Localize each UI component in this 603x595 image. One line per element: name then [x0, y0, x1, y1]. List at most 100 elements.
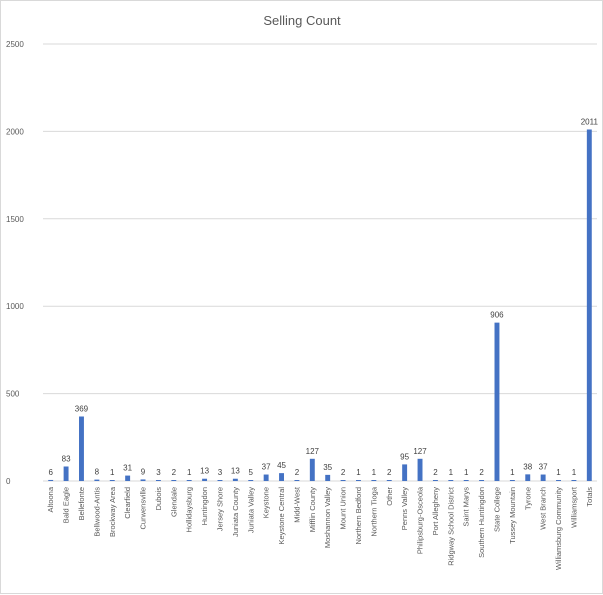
category-label: Penns Valley	[400, 487, 409, 530]
category-label: Williamsport	[569, 486, 578, 528]
data-label: 37	[539, 463, 548, 472]
bar	[540, 474, 546, 481]
data-label: 37	[262, 463, 271, 472]
category-label: Northern Bedford	[354, 487, 363, 545]
data-label: 1	[464, 468, 469, 477]
data-label: 31	[123, 464, 132, 473]
bar	[155, 480, 161, 481]
data-label: 3	[156, 468, 161, 477]
category-label: Mifflin County	[308, 487, 317, 533]
bar	[525, 474, 531, 481]
category-label: Hollidaysburg	[185, 487, 194, 532]
bar	[232, 478, 238, 481]
category-label: Tussey Mountain	[508, 487, 517, 544]
data-label: 35	[323, 463, 332, 472]
bar	[63, 466, 69, 481]
data-label: 8	[95, 468, 100, 477]
bar	[186, 480, 192, 481]
data-label: 2	[341, 468, 346, 477]
bar	[294, 480, 300, 481]
bar	[402, 464, 408, 481]
y-tick-label: 1000	[6, 302, 24, 311]
bar	[371, 480, 377, 481]
data-label: 1	[110, 468, 115, 477]
data-label: 3	[218, 468, 223, 477]
chart-title: Selling Count	[263, 13, 341, 28]
bar	[571, 480, 577, 481]
bar	[448, 480, 454, 481]
bar	[556, 480, 561, 481]
data-label: 13	[231, 467, 240, 476]
bar	[263, 474, 269, 481]
data-label: 906	[490, 311, 504, 320]
gridlines	[43, 43, 597, 482]
y-tick-label: 0	[6, 477, 11, 486]
bar	[509, 480, 515, 481]
data-label: 1	[372, 468, 377, 477]
data-label: 13	[200, 467, 209, 476]
category-label: Southern Huntingdon	[477, 487, 486, 558]
category-label: Bald Eagle	[62, 487, 71, 523]
bar	[586, 129, 592, 481]
bar	[279, 473, 284, 481]
bar	[171, 480, 177, 481]
data-label: 2	[433, 468, 438, 477]
y-tick-label: 2500	[6, 40, 24, 49]
data-label: 1	[510, 468, 515, 477]
y-axis-ticks: 0 500 1000 1500 2000 2500	[6, 40, 24, 486]
y-tick-label: 500	[6, 390, 20, 399]
category-label: Tyrone	[523, 487, 532, 510]
category-label: Totals	[585, 487, 594, 507]
bar	[417, 458, 423, 481]
category-label: Philipsburg-Osceola	[416, 486, 425, 554]
category-label: Altoona	[46, 486, 55, 512]
category-label: West Branch	[539, 487, 548, 530]
data-label: 1	[187, 468, 192, 477]
category-label: Huntingdon	[200, 487, 209, 525]
data-label: 38	[523, 462, 532, 471]
data-label: 127	[306, 447, 320, 456]
data-label: 95	[400, 452, 409, 461]
category-label: Curwensville	[139, 487, 148, 530]
category-label: Bellwood-Antis	[92, 487, 101, 537]
data-label: 1	[556, 468, 561, 477]
category-labels: Altoona Bald Eagle Bellefonte Bellwood-Anti…	[46, 486, 594, 570]
bar	[340, 480, 346, 481]
category-label: Jersey Shore	[215, 487, 224, 531]
category-label: State College	[492, 487, 501, 532]
bar	[494, 322, 500, 481]
bar	[325, 474, 331, 481]
category-label: Other	[385, 487, 394, 506]
category-label: Dubois	[154, 487, 163, 511]
category-label: Keystone Central	[277, 487, 286, 545]
bar	[386, 480, 392, 481]
data-label: 1	[572, 468, 577, 477]
data-label: 2011	[581, 117, 599, 126]
bar	[109, 480, 115, 481]
category-label: Ridgway School District	[446, 486, 455, 566]
category-label: Juniata Valley	[246, 487, 255, 533]
bar	[140, 479, 146, 481]
bar	[125, 475, 131, 481]
bars	[48, 129, 592, 481]
data-label: 2	[172, 468, 177, 477]
bar	[94, 479, 100, 481]
data-label: 369	[75, 404, 89, 413]
category-label: Port Allegheny	[431, 487, 440, 536]
category-label: Bellefonte	[77, 487, 86, 520]
data-label: 127	[413, 447, 427, 456]
category-label: Midd-West	[292, 486, 301, 523]
bar	[356, 480, 361, 481]
category-label: Juniata County	[231, 487, 240, 537]
data-label: 2	[295, 468, 300, 477]
category-label: Saint Marys	[462, 487, 471, 527]
bar	[432, 480, 438, 481]
data-label: 2	[479, 468, 484, 477]
y-tick-label: 2000	[6, 127, 24, 136]
category-label: Northern Tioga	[369, 486, 378, 536]
bar	[479, 480, 485, 481]
bar	[309, 458, 315, 481]
